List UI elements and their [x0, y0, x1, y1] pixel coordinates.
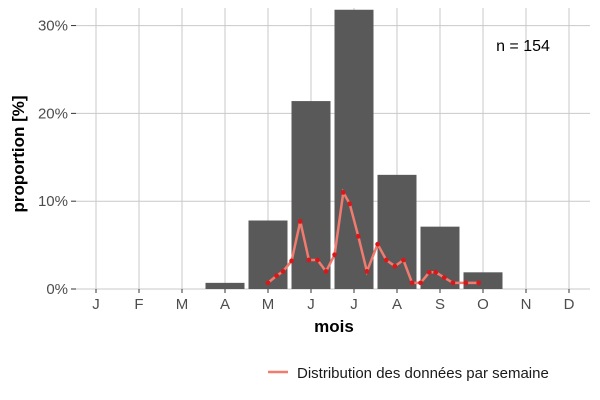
weekly-point-10	[347, 201, 353, 207]
bar-6	[334, 9, 374, 289]
legend: Distribution des données par semaine	[268, 365, 549, 382]
weekly-point-9	[340, 190, 346, 195]
x-tick-label-5: J	[307, 296, 315, 313]
weekly-point-15	[392, 263, 398, 269]
weekly-point-13	[375, 241, 381, 247]
weekly-point-23	[463, 280, 469, 286]
y-axis-title: proportion [%]	[9, 95, 28, 212]
weekly-point-14	[383, 257, 389, 263]
legend-label: Distribution des données par semaine	[297, 365, 549, 382]
weekly-point-11	[355, 233, 361, 239]
weekly-point-2	[280, 269, 286, 274]
y-tick-label-1: 10%	[38, 193, 68, 210]
x-tick-label-4: M	[262, 296, 275, 313]
x-tick-label-11: D	[564, 296, 575, 313]
x-tick-label-3: A	[220, 296, 230, 313]
weekly-point-8	[332, 252, 338, 258]
x-axis-title: mois	[314, 317, 354, 336]
bar-7	[377, 174, 417, 289]
bar-3	[205, 282, 245, 289]
y-tick-label-2: 20%	[38, 105, 68, 122]
x-tick-label-0: J	[92, 296, 100, 313]
y-tick-label-3: 30%	[38, 18, 68, 35]
weekly-point-24	[476, 280, 482, 286]
y-ticks: 0% 10% 20% 30%	[38, 18, 76, 298]
weekly-point-19	[426, 269, 432, 275]
weekly-point-1	[274, 273, 279, 279]
x-tick-label-6: J	[350, 296, 358, 313]
weekly-point-21	[441, 275, 447, 280]
bar-8	[420, 226, 460, 289]
bar-9	[463, 272, 503, 289]
x-tick-label-2: M	[176, 296, 189, 313]
weekly-points	[265, 190, 482, 286]
y-tick-label-0: 0%	[46, 281, 68, 298]
weekly-point-22	[450, 280, 456, 286]
bar-5	[291, 101, 331, 289]
sample-size-annotation: n = 154	[496, 38, 550, 55]
weekly-point-7	[323, 269, 329, 274]
weekly-point-17	[409, 280, 415, 286]
x-tick-label-1: F	[134, 296, 143, 313]
x-tick-label-9: O	[477, 296, 489, 313]
x-tick-label-8: S	[435, 296, 445, 313]
weekly-point-20	[433, 269, 439, 275]
weekly-point-0	[265, 280, 271, 286]
weekly-point-4	[297, 218, 303, 224]
x-tick-label-7: A	[392, 296, 402, 313]
weekly-point-12	[364, 269, 370, 274]
weekly-point-18	[418, 280, 424, 286]
x-tick-label-10: N	[521, 296, 532, 313]
bars	[205, 9, 503, 289]
weekly-point-16	[401, 257, 406, 263]
bar-4	[248, 220, 288, 289]
weekly-point-6	[315, 257, 320, 263]
weekly-point-3	[289, 258, 295, 264]
weekly-point-5	[306, 257, 312, 263]
